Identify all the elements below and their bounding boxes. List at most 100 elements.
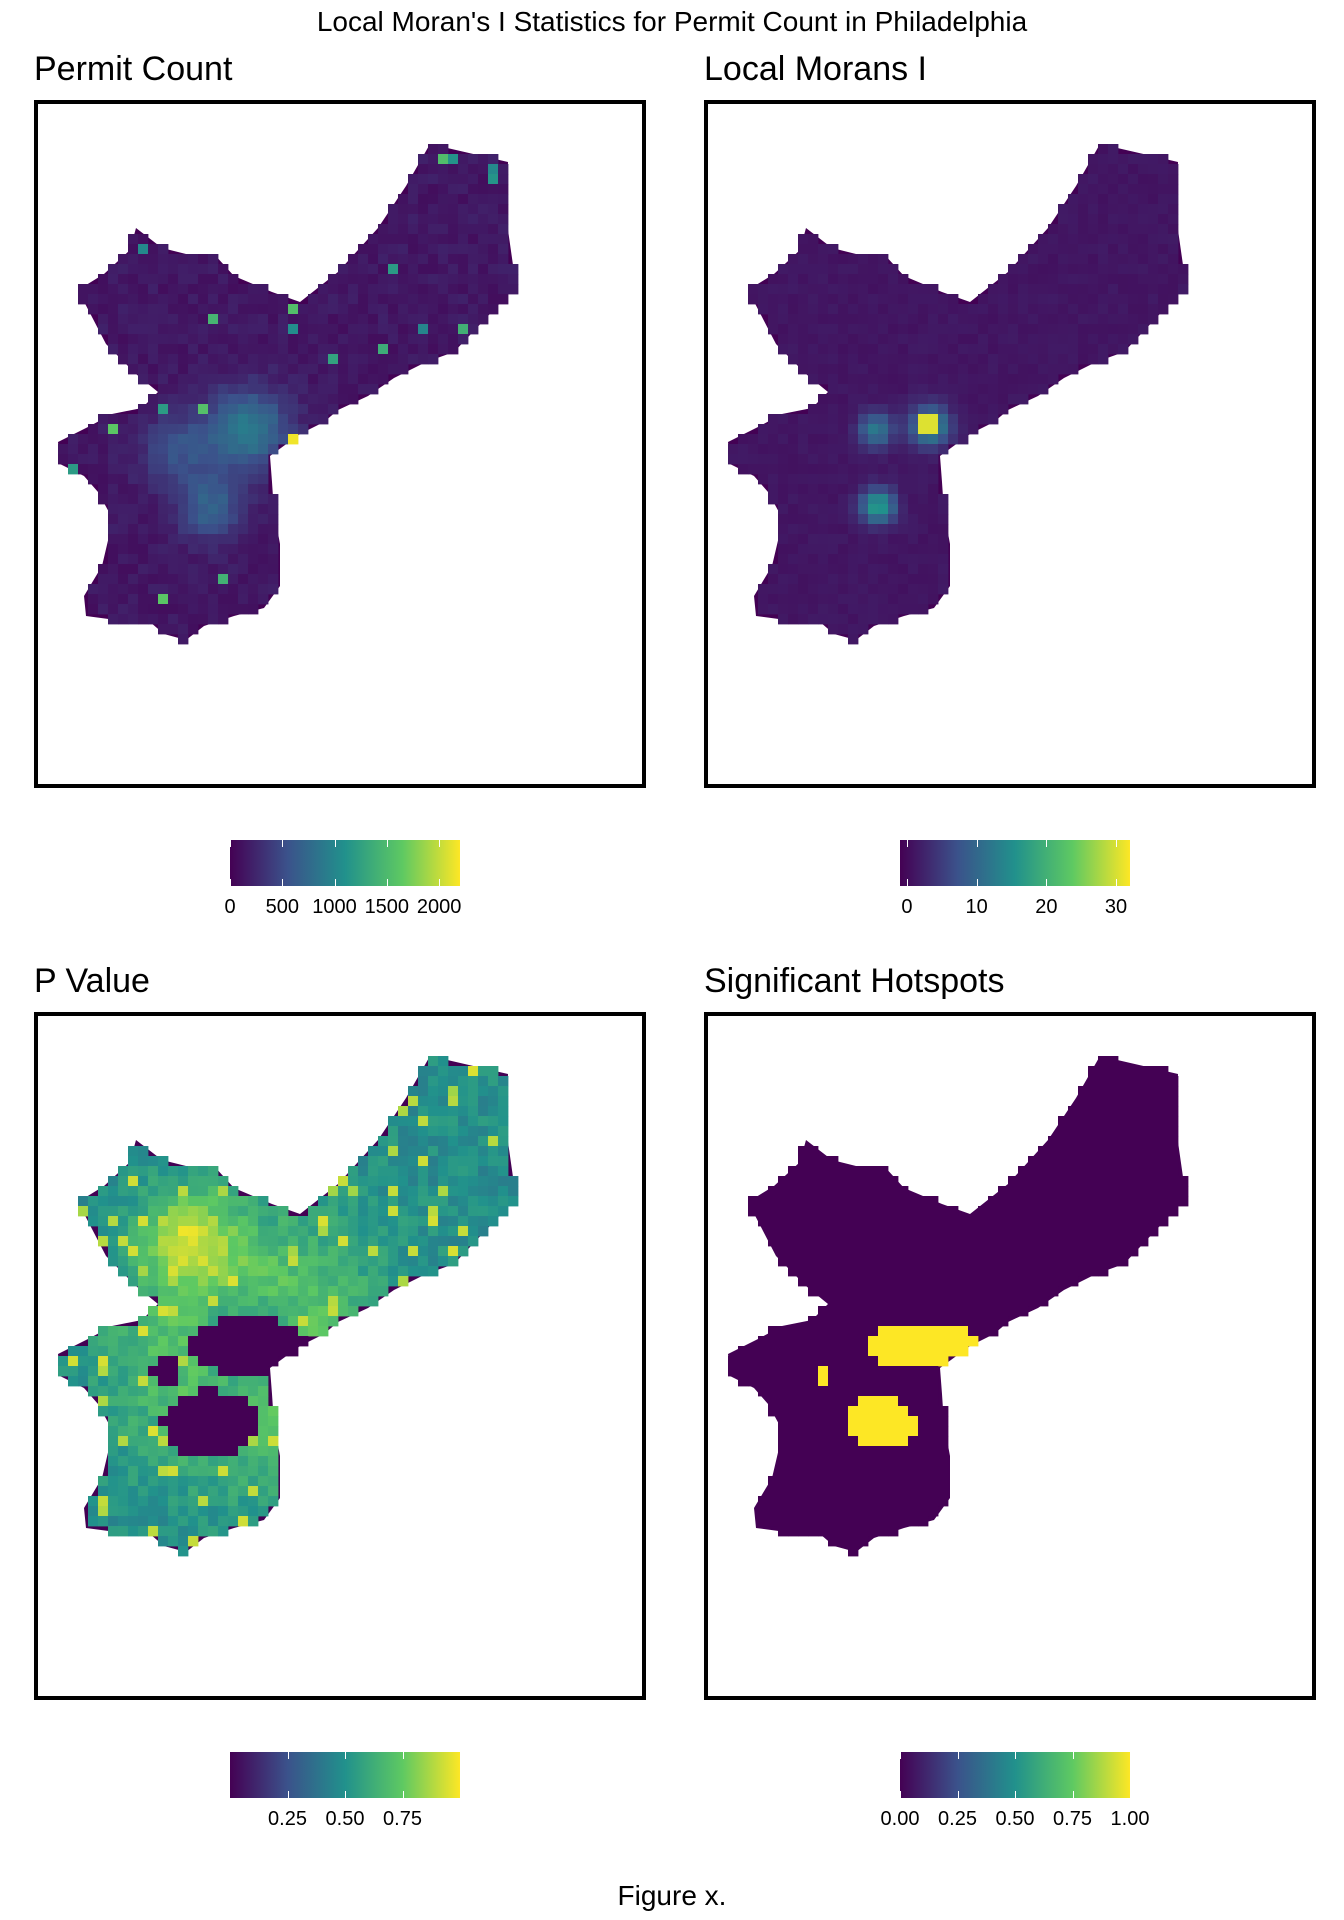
grid-cell [778,284,789,295]
grid-cell [1068,234,1079,245]
grid-cell [908,294,919,305]
grid-cell [1068,304,1079,315]
grid-cell [438,1106,449,1117]
grid-cell [188,1436,199,1447]
grid-cell [858,424,869,435]
grid-cell [388,214,399,225]
grid-cell [808,284,819,295]
grid-cell [928,454,939,465]
grid-cell [838,1316,849,1327]
grid-cell [1138,1076,1149,1087]
grid-cell [808,274,819,285]
grid-cell [778,534,789,545]
grid-cell [868,1326,879,1337]
grid-cell [758,1506,769,1517]
grid-cell [228,274,239,285]
grid-cell [168,384,179,395]
grid-cell [318,1316,329,1327]
grid-cell [878,554,889,565]
grid-cell [128,1336,139,1347]
grid-cell [1008,1216,1019,1227]
grid-cell [898,1366,909,1377]
grid-cell [818,1236,829,1247]
grid-cell [778,1346,789,1357]
grid-cell [488,1116,499,1127]
grid-cell [898,454,909,465]
legend-tick [976,840,978,886]
grid-cell [1158,1066,1169,1077]
grid-cell [1068,274,1079,285]
grid-cell [108,304,119,315]
grid-cell [1118,1246,1129,1257]
grid-cell [468,244,479,255]
grid-cell [158,524,169,535]
grid-cell [1088,234,1099,245]
grid-cell [178,524,189,535]
grid-cell [468,154,479,165]
grid-cell [1158,254,1169,265]
grid-cell [958,324,969,335]
grid-cell [158,1366,169,1377]
grid-cell [1048,1276,1059,1287]
grid-cell [1168,194,1179,205]
grid-cell [888,614,899,625]
grid-cell [1128,174,1139,185]
grid-cell [818,1406,829,1417]
grid-cell [248,1336,259,1347]
grid-cell [938,554,949,565]
legend-tick [287,1752,289,1798]
grid-cell [1158,1126,1169,1137]
grid-cell [88,1366,99,1377]
grid-cell [378,1256,389,1267]
grid-cell [398,304,409,315]
grid-cell [488,184,499,195]
grid-cell [268,394,279,405]
grid-cell [788,1376,799,1387]
grid-cell [358,1236,369,1247]
grid-cell [968,1286,979,1297]
grid-cell [148,594,159,605]
grid-cell [818,1256,829,1267]
grid-cell [838,1456,849,1467]
grid-cell [458,1156,469,1167]
grid-cell [448,184,459,195]
grid-cell [768,454,779,465]
grid-cell [228,1366,239,1377]
legend-tick [230,840,231,886]
grid-cell [428,224,439,235]
grid-cell [318,1216,329,1227]
grid-cell [1068,1156,1079,1167]
grid-cell [1128,284,1139,295]
grid-cell [1138,154,1149,165]
grid-cell [988,1276,999,1287]
grid-cell [1098,224,1109,235]
grid-cell [1058,1196,1069,1207]
grid-cell [378,294,389,305]
grid-cell [298,404,309,415]
grid-cell [258,1386,269,1397]
grid-cell [878,1446,889,1457]
grid-cell [218,344,229,355]
grid-cell [858,304,869,315]
grid-cell [838,1216,849,1227]
grid-cell [958,1276,969,1287]
grid-cell [878,1176,889,1187]
grid-cell [328,314,339,325]
grid-cell [108,1206,119,1217]
grid-cell [238,1196,249,1207]
grid-cell [778,1366,789,1377]
grid-cell [808,1256,819,1267]
grid-cell [788,474,799,485]
grid-cell [868,1436,879,1447]
grid-cell [118,1516,129,1527]
grid-cell [228,1416,239,1427]
grid-cell [288,314,299,325]
grid-cell [778,1436,789,1447]
grid-cell [428,244,439,255]
grid-cell [268,1286,279,1297]
grid-cell [1108,234,1119,245]
grid-cell [1108,304,1119,315]
grid-cell [808,414,819,425]
grid-cell [168,464,179,475]
grid-cell [768,1346,779,1357]
